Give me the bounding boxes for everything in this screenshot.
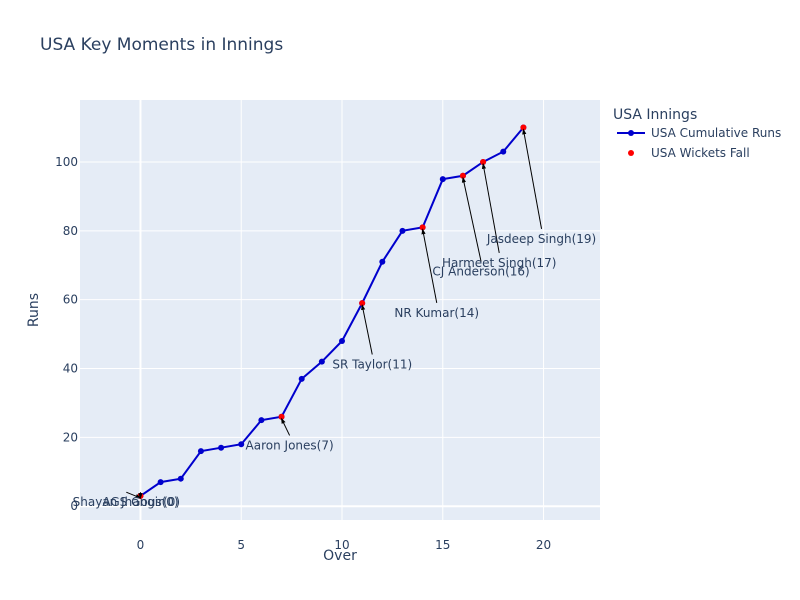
runs-point (379, 258, 386, 265)
grid (80, 100, 600, 520)
runs-point (399, 227, 406, 234)
annotation-arrow (361, 303, 373, 355)
annotation-label: Harmeet Singh(17) (442, 256, 557, 270)
legend-marker-swatch (628, 130, 634, 136)
chart-title: USA Key Moments in Innings (40, 35, 283, 55)
runs-point (258, 417, 265, 424)
annotation-arrow (126, 491, 142, 499)
annotation-arrow (522, 128, 543, 229)
y-tick-labels: 0 20 40 60 80 100 (55, 155, 78, 513)
x-tick-labels: 0 5 10 15 20 (137, 538, 552, 552)
x-tick-label: 5 (237, 538, 245, 552)
annotation-label: SR Taylor(11) (332, 358, 412, 372)
annotation-label: CJ Anderson(16) (432, 265, 529, 279)
legend-item[interactable]: USA Wickets Fall (628, 146, 750, 160)
x-tick-label: 0 (137, 538, 145, 552)
legend-label: USA Wickets Fall (651, 146, 750, 160)
runs-point (339, 337, 346, 344)
y-tick-label: 80 (63, 224, 78, 238)
x-axis-title: Over (323, 548, 357, 564)
runs-point (177, 475, 184, 482)
y-axis-title: Runs (26, 293, 42, 327)
legend[interactable]: USA Innings USA Cumulative Runs USA Wicket… (613, 107, 781, 160)
runs-point (500, 148, 507, 155)
y-tick-label: 100 (55, 155, 78, 169)
annotation-arrow (481, 162, 500, 254)
legend-title: USA Innings (613, 107, 697, 123)
plot-background (80, 100, 600, 520)
annotations: Shayan Jhangir(0)AGS Gous(0) Aaron Jones(… (73, 128, 596, 509)
runs-point (157, 479, 164, 486)
runs-point (197, 448, 204, 455)
legend-label: USA Cumulative Runs (651, 126, 781, 140)
legend-marker-swatch (628, 150, 634, 156)
x-tick-label: 15 (435, 538, 450, 552)
runs-point (298, 375, 305, 382)
annotation-label: AGS Gous(0) (102, 495, 178, 509)
annotation-label: Jasdeep Singh(19) (486, 232, 596, 246)
annotation-arrow (461, 176, 482, 262)
y-tick-label: 20 (63, 430, 78, 444)
runs-point (238, 441, 245, 448)
annotation-arrow (281, 417, 291, 436)
annotation-label: Aaron Jones(7) (246, 438, 334, 452)
x-tick-label: 20 (536, 538, 551, 552)
x-tick-label: 10 (334, 538, 349, 552)
annotation-arrow (421, 228, 438, 303)
runs-point (318, 358, 325, 365)
y-tick-label: 60 (63, 293, 78, 307)
series-line (139, 126, 525, 497)
y-tick-label: 0 (70, 499, 78, 513)
annotation-label: NR Kumar(14) (394, 306, 479, 320)
runs-point (439, 176, 446, 183)
runs-point (218, 444, 225, 451)
legend-item[interactable]: USA Cumulative Runs (617, 126, 781, 140)
y-tick-label: 40 (63, 362, 78, 376)
annotation-label: Shayan Jhangir(0) (73, 495, 180, 509)
